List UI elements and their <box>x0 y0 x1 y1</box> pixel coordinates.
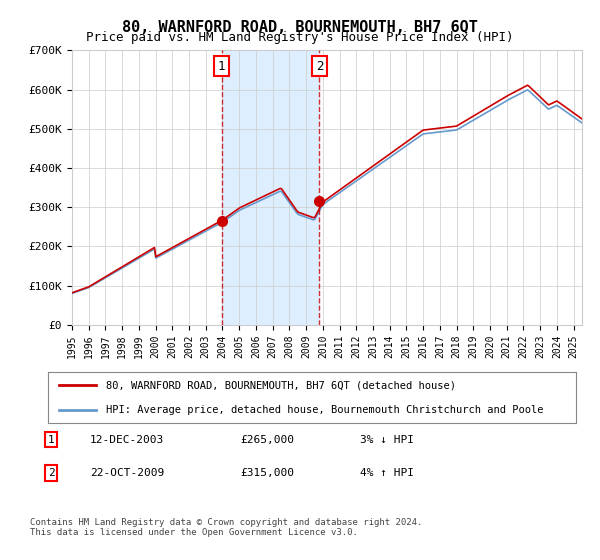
Text: 22-OCT-2009: 22-OCT-2009 <box>90 468 164 478</box>
Text: 1: 1 <box>218 59 226 73</box>
Text: Contains HM Land Registry data © Crown copyright and database right 2024.
This d: Contains HM Land Registry data © Crown c… <box>30 518 422 538</box>
Text: 2: 2 <box>316 59 323 73</box>
Text: £265,000: £265,000 <box>240 435 294 445</box>
Text: HPI: Average price, detached house, Bournemouth Christchurch and Poole: HPI: Average price, detached house, Bour… <box>106 405 544 415</box>
Text: 2: 2 <box>47 468 55 478</box>
Text: 4% ↑ HPI: 4% ↑ HPI <box>360 468 414 478</box>
Text: 80, WARNFORD ROAD, BOURNEMOUTH, BH7 6QT: 80, WARNFORD ROAD, BOURNEMOUTH, BH7 6QT <box>122 20 478 35</box>
Text: 12-DEC-2003: 12-DEC-2003 <box>90 435 164 445</box>
Text: 3% ↓ HPI: 3% ↓ HPI <box>360 435 414 445</box>
Text: £315,000: £315,000 <box>240 468 294 478</box>
Text: Price paid vs. HM Land Registry's House Price Index (HPI): Price paid vs. HM Land Registry's House … <box>86 31 514 44</box>
Text: 1: 1 <box>47 435 55 445</box>
Text: 80, WARNFORD ROAD, BOURNEMOUTH, BH7 6QT (detached house): 80, WARNFORD ROAD, BOURNEMOUTH, BH7 6QT … <box>106 380 456 390</box>
Bar <box>221 50 319 325</box>
